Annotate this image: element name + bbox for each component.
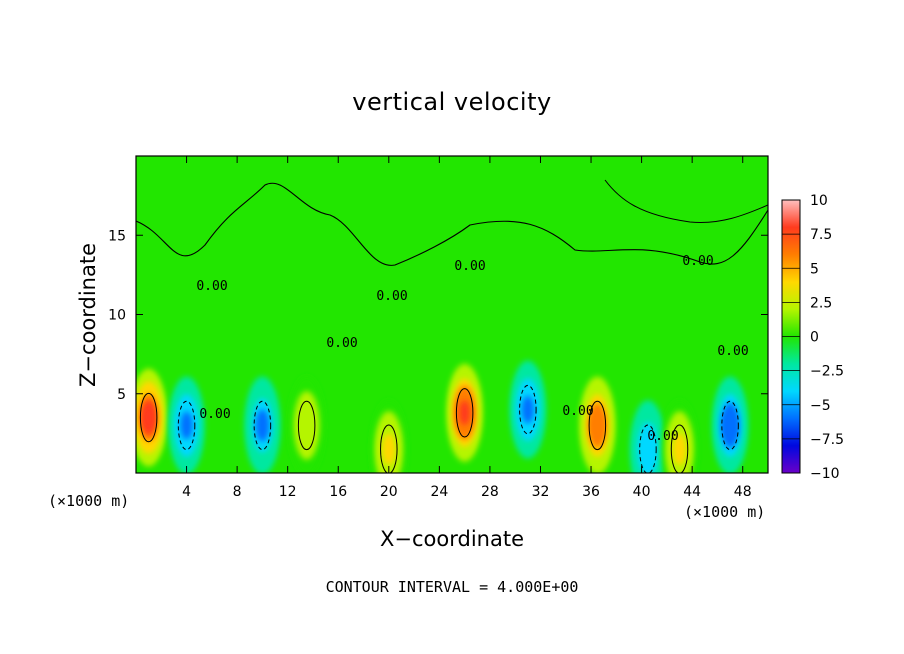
x-tick-label: 24 (430, 484, 448, 500)
x-tick-label: 16 (329, 484, 347, 500)
y-tick-label: 15 (108, 228, 126, 244)
cell-level (521, 395, 534, 424)
velocity-cell (244, 376, 281, 473)
cell-contour (177, 400, 196, 451)
cell-contour (721, 400, 739, 451)
velocity-cell (288, 376, 325, 473)
cell-level (724, 411, 737, 440)
x-tick-label: 4 (182, 484, 191, 500)
y-tick-label: 10 (108, 308, 126, 324)
colorbar-tick-label: 2.5 (810, 295, 832, 311)
contour-label: 0.00 (562, 404, 593, 419)
y-tick-label: 5 (117, 387, 126, 403)
velocity-cell (136, 368, 167, 467)
x-tick-label: 28 (481, 484, 499, 500)
cell-level (459, 400, 471, 426)
cell-contour (380, 424, 398, 473)
cell-level (591, 411, 604, 440)
colorbar-tick-label: 10 (810, 193, 828, 209)
cell-contour (588, 400, 607, 451)
colorbar-tick-label: −7.5 (810, 432, 844, 448)
cell-level (672, 433, 687, 466)
y-axis-label: Z−coordinate (76, 243, 100, 387)
x-tick-label: 40 (633, 484, 651, 500)
velocity-cell (168, 376, 205, 473)
colorbar-tick-label: −10 (810, 466, 840, 482)
contour-label: 0.00 (454, 259, 485, 274)
contour-label: 0.00 (196, 279, 227, 294)
contour-label: 0.00 (682, 254, 713, 269)
cell-contour (455, 388, 474, 438)
x-tick-label: 44 (683, 484, 701, 500)
colorbar-tick-label: 7.5 (810, 227, 832, 243)
x-tick-label: 8 (233, 484, 242, 500)
contour-label: 0.00 (717, 344, 748, 359)
cell-level (143, 406, 154, 429)
x-tick-label: 12 (279, 484, 297, 500)
contour-label: 0.00 (647, 429, 678, 444)
x-tick-label: 32 (532, 484, 550, 500)
cell-level (382, 433, 396, 466)
colorbar-tick-label: −2.5 (810, 364, 844, 380)
colorbar-tick-label: 5 (810, 261, 819, 277)
x-axis-label: X−coordinate (380, 527, 524, 551)
x-unit-label-left: (×1000 m) (48, 492, 130, 510)
colorbar-tick-label: 0 (810, 330, 819, 346)
x-unit-label-right: (×1000 m) (684, 503, 766, 521)
contour-label: 0.00 (199, 407, 230, 422)
cell-contour (139, 392, 158, 443)
velocity-cell (629, 400, 666, 473)
velocity-cell (712, 376, 749, 473)
cell-level (298, 405, 315, 446)
chart-title: vertical velocity (352, 88, 552, 116)
zero-contour-line (604, 179, 768, 224)
velocity-cell (370, 400, 407, 473)
zero-contour-line (136, 182, 768, 266)
contour-label: 0.00 (376, 289, 407, 304)
cell-level (255, 409, 270, 442)
cell-contour (639, 424, 657, 473)
x-tick-label: 36 (582, 484, 600, 500)
cell-contour (297, 400, 316, 451)
velocity-cell (579, 376, 616, 473)
colorbar: 10 7.5 5 2.5 0 −2.5 −5 −7.5 −10 (781, 193, 844, 482)
x-tick-label: 20 (380, 484, 398, 500)
velocity-cell (446, 363, 483, 462)
x-tick-label: 48 (734, 484, 752, 500)
contour-lines: 0.00 0.00 0.00 0.00 0.00 0.00 0.00 0.00 0.00 (136, 179, 768, 473)
velocity-cell (661, 400, 698, 473)
contour-interval-note: CONTOUR INTERVAL = 4.000E+00 (325, 578, 579, 596)
cell-contour (670, 424, 689, 473)
cell-level (180, 411, 193, 440)
cell-contour (253, 400, 272, 451)
colorbar-tick-label: −5 (810, 398, 831, 414)
cell-level (641, 433, 655, 466)
cell-contour (519, 384, 537, 435)
velocity-field (136, 360, 749, 473)
contour-label: 0.00 (326, 336, 357, 351)
velocity-cell (509, 360, 546, 459)
